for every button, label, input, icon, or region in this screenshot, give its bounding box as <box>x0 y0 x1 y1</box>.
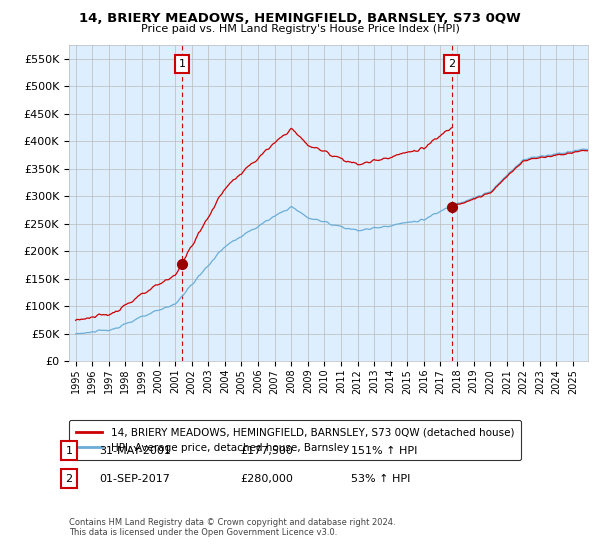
Text: £280,000: £280,000 <box>240 474 293 484</box>
Text: 53% ↑ HPI: 53% ↑ HPI <box>351 474 410 484</box>
Text: Price paid vs. HM Land Registry's House Price Index (HPI): Price paid vs. HM Land Registry's House … <box>140 24 460 34</box>
Text: 1: 1 <box>65 446 73 456</box>
Text: 1: 1 <box>179 59 185 69</box>
Text: 01-SEP-2017: 01-SEP-2017 <box>99 474 170 484</box>
Text: 2: 2 <box>448 59 455 69</box>
Text: 2: 2 <box>65 474 73 484</box>
Legend: 14, BRIERY MEADOWS, HEMINGFIELD, BARNSLEY, S73 0QW (detached house), HPI: Averag: 14, BRIERY MEADOWS, HEMINGFIELD, BARNSLE… <box>69 420 521 460</box>
Text: 151% ↑ HPI: 151% ↑ HPI <box>351 446 418 456</box>
Text: Contains HM Land Registry data © Crown copyright and database right 2024.
This d: Contains HM Land Registry data © Crown c… <box>69 518 395 538</box>
Text: 14, BRIERY MEADOWS, HEMINGFIELD, BARNSLEY, S73 0QW: 14, BRIERY MEADOWS, HEMINGFIELD, BARNSLE… <box>79 12 521 25</box>
Text: 31-MAY-2001: 31-MAY-2001 <box>99 446 171 456</box>
Text: £177,500: £177,500 <box>240 446 293 456</box>
